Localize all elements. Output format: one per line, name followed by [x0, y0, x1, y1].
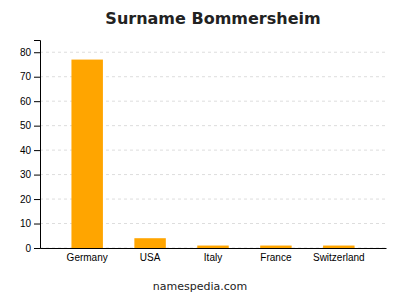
y-tick-mark: [34, 224, 40, 225]
x-tick-label: Switzerland: [313, 252, 365, 263]
y-tick-label: 10: [20, 218, 32, 229]
bar: [197, 246, 228, 248]
grid: [40, 52, 386, 248]
y-tick-mark: [34, 150, 40, 151]
title: Surname Bommersheim: [105, 9, 320, 28]
x-tick: France: [260, 252, 292, 263]
y-tick: 40: [20, 145, 40, 156]
y-tick-label: 60: [20, 96, 32, 107]
y-tick-mark: [34, 77, 40, 78]
y-tick-mark: [34, 175, 40, 176]
y-tick-label: 30: [20, 169, 32, 180]
bar: [260, 246, 291, 248]
x-tick-label: France: [260, 252, 292, 263]
y-tick: 20: [20, 194, 40, 205]
y-tick-mark: [34, 248, 40, 249]
y-tick: 50: [20, 120, 40, 131]
y-axis: 0 10 20 30 40 50 60 70 80: [20, 41, 41, 254]
chart: 0 10 20 30 40 50 60 70 80 Germany USA Italy France Sw…: [0, 0, 400, 300]
x-axis-line: [41, 248, 387, 249]
y-tick: 0: [25, 243, 40, 254]
y-tick-label: 80: [20, 47, 32, 58]
y-tick: 70: [20, 71, 40, 82]
y-tick: 80: [20, 47, 40, 58]
y-tick-mark: [34, 52, 40, 53]
annotation: namespedia.com: [153, 280, 247, 293]
y-tick: 60: [20, 96, 40, 107]
bar: [323, 246, 354, 248]
bar: [71, 60, 102, 248]
bar: [134, 238, 165, 248]
x-tick: USA: [140, 252, 161, 263]
y-tick-mark: [34, 101, 40, 102]
y-tick-label: 0: [25, 243, 31, 254]
y-tick: 30: [20, 169, 40, 180]
y-tick-label: 40: [20, 145, 32, 156]
bars: [71, 60, 354, 248]
y-tick-label: 50: [20, 120, 32, 131]
grid-line: [40, 52, 386, 53]
y-tick-mark: [34, 126, 40, 127]
plot: 0 10 20 30 40 50 60 70 80 Germany USA Italy France Sw…: [20, 41, 387, 264]
x-tick-label: Germany: [67, 252, 108, 263]
x-tick-label: USA: [140, 252, 161, 263]
y-tick-label: 70: [20, 71, 32, 82]
x-tick: Italy: [204, 252, 222, 263]
x-tick-label: Italy: [204, 252, 222, 263]
x-tick: Switzerland: [313, 252, 365, 263]
x-axis: Germany USA Italy France Switzerland: [41, 249, 387, 264]
y-axis-line: [34, 41, 41, 249]
x-tick: Germany: [67, 252, 108, 263]
y-tick-label: 20: [20, 194, 32, 205]
y-tick-mark: [34, 199, 40, 200]
y-tick: 10: [20, 218, 40, 229]
